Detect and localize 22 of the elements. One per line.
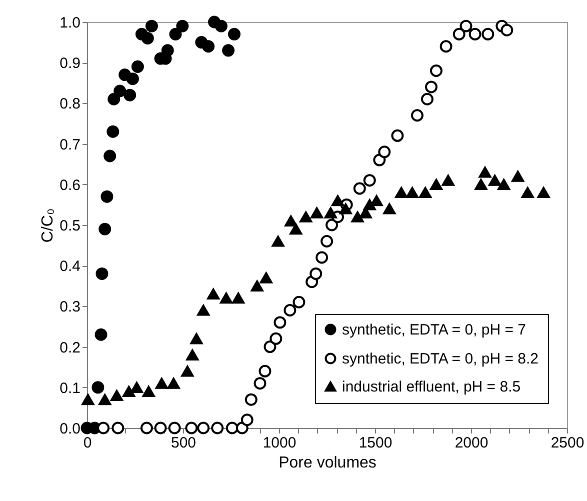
- y-tick-label: 0.8: [60, 96, 80, 113]
- y-tick-label: 0.9: [60, 55, 80, 72]
- y-tick-label: 0.1: [60, 380, 80, 397]
- y-tick-label: 0.5: [60, 218, 80, 234]
- y-tick-label: 0.2: [60, 339, 80, 356]
- legend-label: synthetic, EDTA = 0, pH = 7: [342, 322, 526, 338]
- y-tick-label: 0.6: [60, 176, 80, 194]
- legend-label: synthetic, EDTA = 0, pH = 8.2: [342, 350, 538, 368]
- x-tick-label: 1500: [358, 434, 392, 452]
- x-tick-label: 2500: [550, 434, 584, 452]
- y-axis-title: C/C₀: [40, 208, 57, 243]
- x-tick-label: 2000: [454, 434, 488, 452]
- x-axis-title: Pore volumes: [278, 454, 376, 472]
- y-tick-label: 0.0: [60, 420, 80, 438]
- x-tick-label: 0: [83, 434, 92, 452]
- y-tick-label: 0.4: [60, 258, 80, 276]
- y-tick-label: 0.7: [60, 136, 80, 154]
- y-tick-label: 1.0: [60, 14, 80, 32]
- x-tick-label: 500: [170, 434, 196, 452]
- y-tick-label: 0.3: [60, 298, 80, 316]
- x-tick-label: 1000: [262, 434, 296, 452]
- legend-label: industrial effluent, pH = 8.5: [342, 378, 521, 396]
